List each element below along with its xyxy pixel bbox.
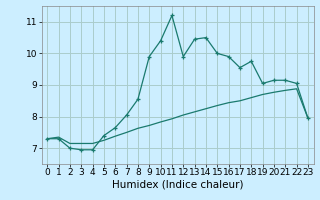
X-axis label: Humidex (Indice chaleur): Humidex (Indice chaleur) (112, 180, 243, 190)
